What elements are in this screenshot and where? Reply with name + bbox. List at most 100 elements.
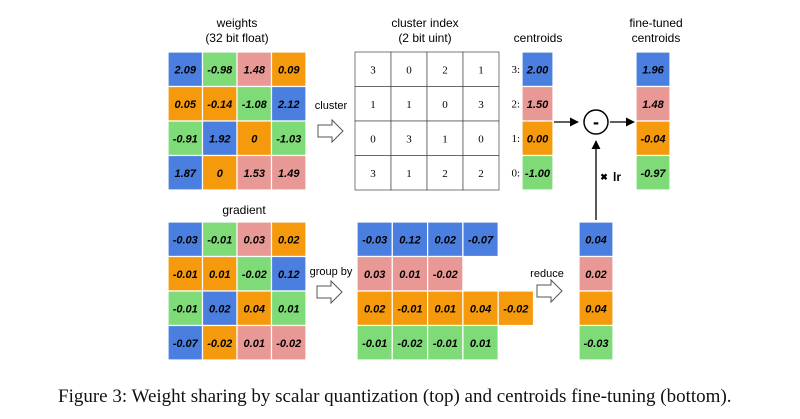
finetuned-cell-value: -0.97 xyxy=(640,168,666,180)
grouped-gradient-cell-value: 0.02 xyxy=(435,234,456,246)
finetuned-cell-box xyxy=(635,120,671,157)
centroid-cell-box xyxy=(521,51,554,88)
grouped-gradient-cell-value: 0.01 xyxy=(435,303,456,315)
reduced-gradient-cell-box xyxy=(578,290,614,327)
cluster-index-cell-box xyxy=(354,155,392,191)
gradient-cell-value: 0.02 xyxy=(278,234,299,246)
grouped-gradient-cell-value: 0.02 xyxy=(364,303,385,315)
gradient-cell-value: -0.02 xyxy=(207,338,232,350)
gradient-cell-box xyxy=(270,255,307,292)
weight-cell-box xyxy=(270,85,307,122)
cluster-index-subtitle: (2 bit uint) xyxy=(398,31,451,45)
cluster-index-cell-value: 1 xyxy=(442,133,448,145)
reduced-gradient-cell-box xyxy=(578,221,614,258)
cluster-index-cell-value: 3 xyxy=(370,64,376,76)
reduced-gradient-cell-value: 0.04 xyxy=(585,303,606,315)
cluster-index-matrix: 3 0 2 1 1 1 0 3 0 3 1 0 3 1 2 2 xyxy=(354,51,500,191)
weight-cell-value: 1.92 xyxy=(209,133,230,145)
weight-cell-value: 1.87 xyxy=(175,168,197,180)
cluster-index-cell-box xyxy=(390,51,428,87)
grouped-gradient-cell-value: -0.01 xyxy=(433,338,458,350)
finetuned-cell-box xyxy=(635,51,671,88)
grouped-gradient-cell-value: -0.02 xyxy=(433,269,458,281)
weight-cell-value: 1.53 xyxy=(244,168,265,180)
grouped-gradient-cell-box xyxy=(497,290,535,327)
times-icon: ✖ xyxy=(600,172,608,182)
grouped-gradient-cell-value: -0.02 xyxy=(397,338,422,350)
weight-cell-box xyxy=(201,120,238,157)
cluster-index-title: cluster index xyxy=(391,16,458,30)
weight-cell-box xyxy=(201,85,238,122)
gradient-cell-value: 0.01 xyxy=(244,338,265,350)
weight-cell-box xyxy=(201,154,238,191)
gradient-cell-value: 0.02 xyxy=(209,303,230,315)
gradient-cell-box xyxy=(167,255,204,292)
cluster-index-cell-value: 1 xyxy=(370,99,376,111)
grouped-gradient-cell-box xyxy=(356,324,393,361)
reduced-gradient-cell-value: 0.04 xyxy=(585,234,606,246)
cluster-index-cell-box xyxy=(462,51,500,87)
weight-cell-value: -0.98 xyxy=(207,64,233,76)
grouped-gradient-cell-value: -0.01 xyxy=(362,338,387,350)
gradient-cell-box xyxy=(201,255,238,292)
weight-cell-value: 2.12 xyxy=(277,99,299,111)
weight-cell-value: -1.08 xyxy=(242,99,268,111)
finetuned-cell-value: -0.04 xyxy=(640,133,665,145)
gradient-cell-box xyxy=(270,324,307,361)
cluster-index-cell-value: 3 xyxy=(478,99,484,111)
cluster-index-cell-box xyxy=(354,86,392,122)
weight-cell-value: 1.49 xyxy=(278,168,300,180)
grouped-gradient-cell-box xyxy=(462,290,499,327)
cluster-index-cell-value: 0 xyxy=(370,133,376,145)
cluster-index-cell-box xyxy=(462,86,500,122)
cluster-index-cell-box xyxy=(426,155,464,191)
cluster-index-cell-value: 1 xyxy=(406,168,412,180)
weight-cell-value: 2.09 xyxy=(174,64,197,76)
cluster-index-cell-box xyxy=(390,86,428,122)
weight-cell-box xyxy=(270,154,307,191)
weight-cell-value: -1.03 xyxy=(276,133,301,145)
weight-cell-value: 1.48 xyxy=(244,64,266,76)
gradient-cell-value: -0.02 xyxy=(276,338,301,350)
cluster-index-cell-value: 1 xyxy=(478,64,484,76)
gradient-cell-box xyxy=(167,290,204,327)
gradient-cell-box xyxy=(270,290,307,327)
grouped-gradient-cell-box xyxy=(462,221,499,258)
gradient-cell-value: -0.01 xyxy=(173,303,198,315)
weight-cell-box xyxy=(270,51,307,88)
centroid-cell-value: -1.00 xyxy=(525,168,551,180)
cluster-index-cell-box xyxy=(426,86,464,122)
finetuned-cell-box xyxy=(635,154,671,191)
gradient-cell-value: 0.04 xyxy=(244,303,265,315)
grouped-gradient-cell-value: -0.03 xyxy=(362,234,387,246)
centroid-cell-value: 2.00 xyxy=(526,64,549,76)
gradient-cell-box xyxy=(201,290,238,327)
weights-matrix: 2.09 -0.98 1.48 0.09 0.05 -0.14 -1.08 2.12 -0.91… xyxy=(167,51,307,191)
group-by-arrow-icon xyxy=(316,279,343,305)
finetuned-cell-value: 1.48 xyxy=(642,99,664,111)
finetuned-cell-value: 1.96 xyxy=(642,64,664,76)
grouped-gradient-cell-box xyxy=(462,324,499,361)
gradient-cell-box xyxy=(167,324,204,361)
gradient-matrix: -0.03 -0.01 0.03 0.02 -0.01 0.01 -0.02 0.12 -0.0… xyxy=(167,221,307,361)
reduced-gradients-column: 0.04 0.02 0.04 -0.03 xyxy=(578,221,614,361)
group-by-label: group by xyxy=(310,266,353,278)
gradient-cell-value: -0.01 xyxy=(173,269,198,281)
gradient-title: gradient xyxy=(222,203,266,217)
weight-cell-value: 0 xyxy=(251,133,258,145)
centroids-title: centroids xyxy=(514,31,563,45)
centroid-index-label: 2: xyxy=(511,99,520,111)
gradient-cell-box xyxy=(236,324,273,361)
weight-cell-value: 0.09 xyxy=(278,64,300,76)
centroid-index-label: 1: xyxy=(511,133,520,145)
gradient-cell-value: -0.03 xyxy=(173,234,198,246)
cluster-index-cell-value: 1 xyxy=(406,99,412,111)
cluster-arrow-icon xyxy=(317,118,344,144)
grouped-gradient-cell-value: -0.02 xyxy=(503,303,528,315)
grouped-gradient-cell-box xyxy=(427,221,464,258)
reduced-gradient-cell-box xyxy=(578,324,614,361)
gradient-cell-value: 0.03 xyxy=(244,234,265,246)
cluster-index-cell-box xyxy=(354,51,392,87)
learning-rate-label: lr xyxy=(613,170,621,184)
